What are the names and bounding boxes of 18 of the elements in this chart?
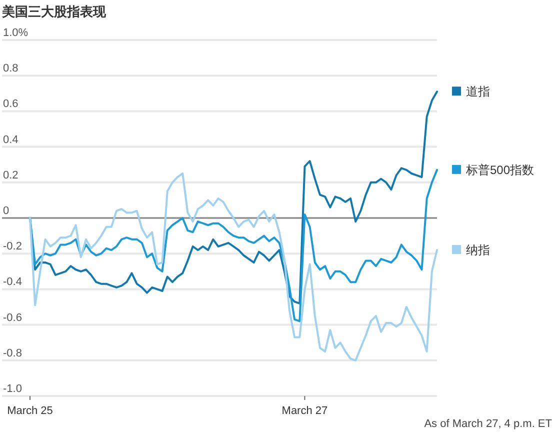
x-tick-label: March 27	[282, 405, 328, 417]
y-tick-label: -0.2	[3, 240, 22, 253]
y-tick-label: -0.8	[3, 347, 22, 360]
y-tick-label: 0	[3, 205, 10, 217]
y-tick-label: 0.2	[3, 169, 18, 182]
y-tick-label: -1.0	[3, 383, 22, 395]
y-tick-label: 0.4	[3, 134, 18, 146]
legend-label: 纳指	[466, 243, 490, 258]
y-tick-label: 0.8	[3, 62, 18, 75]
legend-label: 标普500指数	[465, 162, 534, 177]
legend-label: 道指	[466, 84, 490, 99]
y-tick-label: 0.6	[3, 98, 18, 110]
text: As of March 27, 4 p.m. ET	[424, 418, 552, 430]
y-tick-label: -0.6	[3, 312, 22, 324]
y-tick-label: -0.4	[3, 276, 22, 288]
chart-title: 美国三大股指表现	[1, 4, 107, 19]
x-tick-label: March 25	[7, 405, 53, 417]
y-tick-label: 1.0%	[3, 27, 28, 39]
